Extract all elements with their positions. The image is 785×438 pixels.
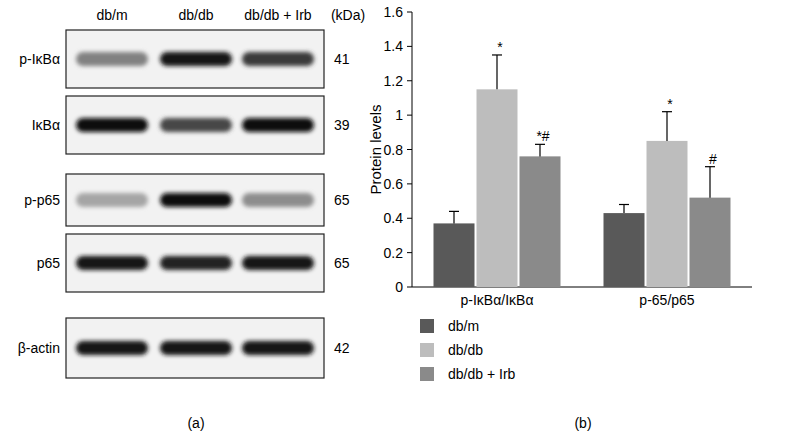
- panel-label: (b): [574, 415, 591, 431]
- band: [76, 256, 148, 270]
- y-tick-label: 0.8: [384, 142, 404, 158]
- bar: [604, 213, 645, 287]
- band: [160, 118, 232, 132]
- blot-box: [66, 96, 324, 154]
- error-stem: [709, 167, 710, 198]
- error-bar: [662, 112, 672, 141]
- error-bar: [492, 55, 502, 89]
- error-stem: [539, 144, 540, 156]
- y-tick: [407, 287, 412, 288]
- blot-box: [66, 234, 324, 292]
- y-tick-label: 1.4: [384, 38, 404, 54]
- band: [242, 341, 314, 355]
- bands: [76, 52, 314, 66]
- bands: [76, 256, 314, 270]
- band: [242, 193, 314, 207]
- row-label: β-actin: [18, 340, 60, 356]
- band: [76, 52, 148, 66]
- band: [160, 193, 232, 207]
- bar: [647, 141, 688, 287]
- y-axis-label: Protein levels: [367, 104, 384, 194]
- kda-label: 41: [334, 51, 350, 67]
- kda-label: 65: [334, 255, 350, 271]
- error-bar: [705, 167, 715, 198]
- bands: [76, 118, 314, 132]
- blot-box: [66, 318, 324, 378]
- y-tick-label: 0.6: [384, 176, 404, 192]
- y-tick: [407, 149, 412, 150]
- error-stem: [666, 112, 667, 141]
- bar: [520, 156, 561, 287]
- blot-box: [66, 174, 324, 226]
- annotations: **#*#: [497, 39, 717, 167]
- bands: [76, 341, 314, 355]
- row-label: p-IκBα: [19, 51, 60, 67]
- significance-mark: *: [497, 39, 503, 55]
- y-tick: [407, 183, 412, 184]
- band: [160, 52, 232, 66]
- error-bar: [535, 144, 545, 156]
- legend-swatch: [420, 367, 434, 381]
- y-tick-label: 0.2: [384, 245, 404, 261]
- bar: [434, 223, 475, 287]
- kda-label: 39: [334, 117, 350, 133]
- y-tick: [407, 252, 412, 253]
- row-label: p65: [37, 255, 61, 271]
- legend-swatch: [420, 319, 434, 333]
- y-tick: [407, 218, 412, 219]
- bands: [76, 193, 314, 207]
- error-cap: [619, 204, 629, 205]
- x-tick-label: p-65/p65: [639, 292, 694, 308]
- error-bar: [619, 205, 629, 214]
- band: [76, 193, 148, 207]
- x-tick-label: p-IκBα/IκBα: [461, 292, 534, 308]
- y-tick-label: 0: [395, 279, 403, 295]
- significance-mark: *#: [536, 128, 549, 144]
- error-cap: [449, 211, 459, 212]
- bar: [477, 89, 518, 287]
- bar: [690, 198, 731, 287]
- error-stem: [496, 55, 497, 89]
- kda-label: 42: [334, 340, 350, 356]
- y-tick-label: 0.4: [384, 210, 404, 226]
- row-label: IκBα: [32, 117, 60, 133]
- error-bar: [449, 211, 459, 223]
- panel-label: (a): [187, 415, 204, 431]
- band: [76, 341, 148, 355]
- lane-label: db/m: [96, 7, 127, 23]
- band: [242, 118, 314, 132]
- band: [160, 341, 232, 355]
- error-stem: [623, 205, 624, 214]
- significance-mark: *: [667, 96, 673, 112]
- kda-label: 65: [334, 192, 350, 208]
- lane-label: db/db: [178, 7, 213, 23]
- band: [242, 52, 314, 66]
- legend-label: db/db: [448, 342, 483, 358]
- y-tick: [407, 115, 412, 116]
- legend-label: db/m: [448, 318, 479, 334]
- band: [242, 256, 314, 270]
- figure: db/m db/db db/db + Irb (kDa) p-IκBα 41 IκBα 39 p…: [0, 0, 785, 438]
- y-tick: [407, 80, 412, 81]
- y-tick: [407, 12, 412, 13]
- error-stem: [453, 211, 454, 223]
- y-tick-label: 1: [395, 107, 403, 123]
- y-tick-label: 1.6: [384, 4, 404, 20]
- plot-area: [434, 55, 731, 287]
- y-tick-label: 1.2: [384, 73, 404, 89]
- band: [160, 256, 232, 270]
- legend-label: db/db + Irb: [448, 366, 516, 382]
- row-label: p-p65: [24, 192, 60, 208]
- unit-label: (kDa): [331, 7, 365, 23]
- significance-mark: #: [709, 151, 717, 167]
- legend-swatch: [420, 343, 434, 357]
- y-tick: [407, 46, 412, 47]
- band: [76, 118, 148, 132]
- blot-box: [66, 30, 324, 88]
- lane-label: db/db + Irb: [244, 7, 312, 23]
